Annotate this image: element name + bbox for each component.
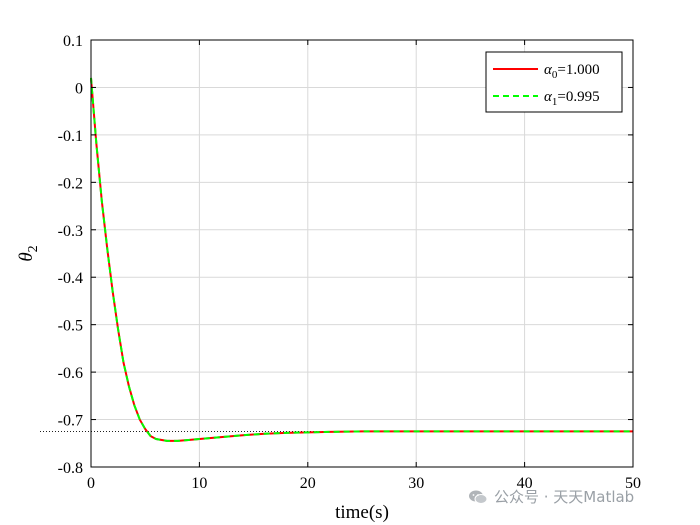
wechat-icon: [469, 490, 488, 504]
y-tick-label: 0: [75, 80, 83, 97]
legend-box: [485, 51, 623, 113]
y-tick-label: -0.3: [58, 223, 83, 240]
legend: α0=1.000 α1=0.995: [485, 51, 623, 113]
y-tick-label: -0.6: [58, 365, 83, 382]
y-axis-label-subscript: 2: [26, 245, 41, 252]
watermark: 公众号 · 天天Matlab: [468, 486, 634, 507]
plot-frame: [90, 39, 634, 468]
x-tick-label: 50: [625, 475, 641, 492]
y-tick-label: -0.8: [58, 460, 83, 477]
y-axis-label-symbol: θ: [16, 252, 37, 261]
x-axis-label: time(s): [335, 502, 389, 523]
grid: [91, 40, 633, 467]
y-tick-label: -0.1: [58, 128, 83, 145]
y-tick-label: -0.5: [58, 318, 83, 335]
y-tick-label: -0.4: [58, 270, 83, 287]
y-tick-label: -0.2: [58, 175, 83, 192]
legend-label-0: α0=1.000: [544, 62, 600, 81]
legend-label-1: α1=0.995: [544, 89, 600, 108]
x-tick-label: 20: [300, 475, 316, 492]
x-tick-label: 0: [87, 475, 95, 492]
y-tick-label: 0.1: [63, 33, 83, 50]
ticks: 0 10 20 30 40 50 0.1 0 -0.1 -0.2 -0.3 -0.4 -0.5 -0.6 -…: [58, 33, 641, 492]
x-tick-label: 40: [517, 475, 533, 492]
series-line-0: [90, 77, 633, 442]
y-axis-label: θ2: [16, 245, 41, 261]
x-tick-label: 30: [408, 475, 424, 492]
watermark-text: 公众号 · 天天Matlab: [494, 488, 635, 506]
series-layer: [90, 77, 633, 442]
x-tick-label: 10: [191, 475, 207, 492]
y-tick-label: -0.7: [58, 413, 83, 430]
series-line-1: [90, 77, 633, 442]
